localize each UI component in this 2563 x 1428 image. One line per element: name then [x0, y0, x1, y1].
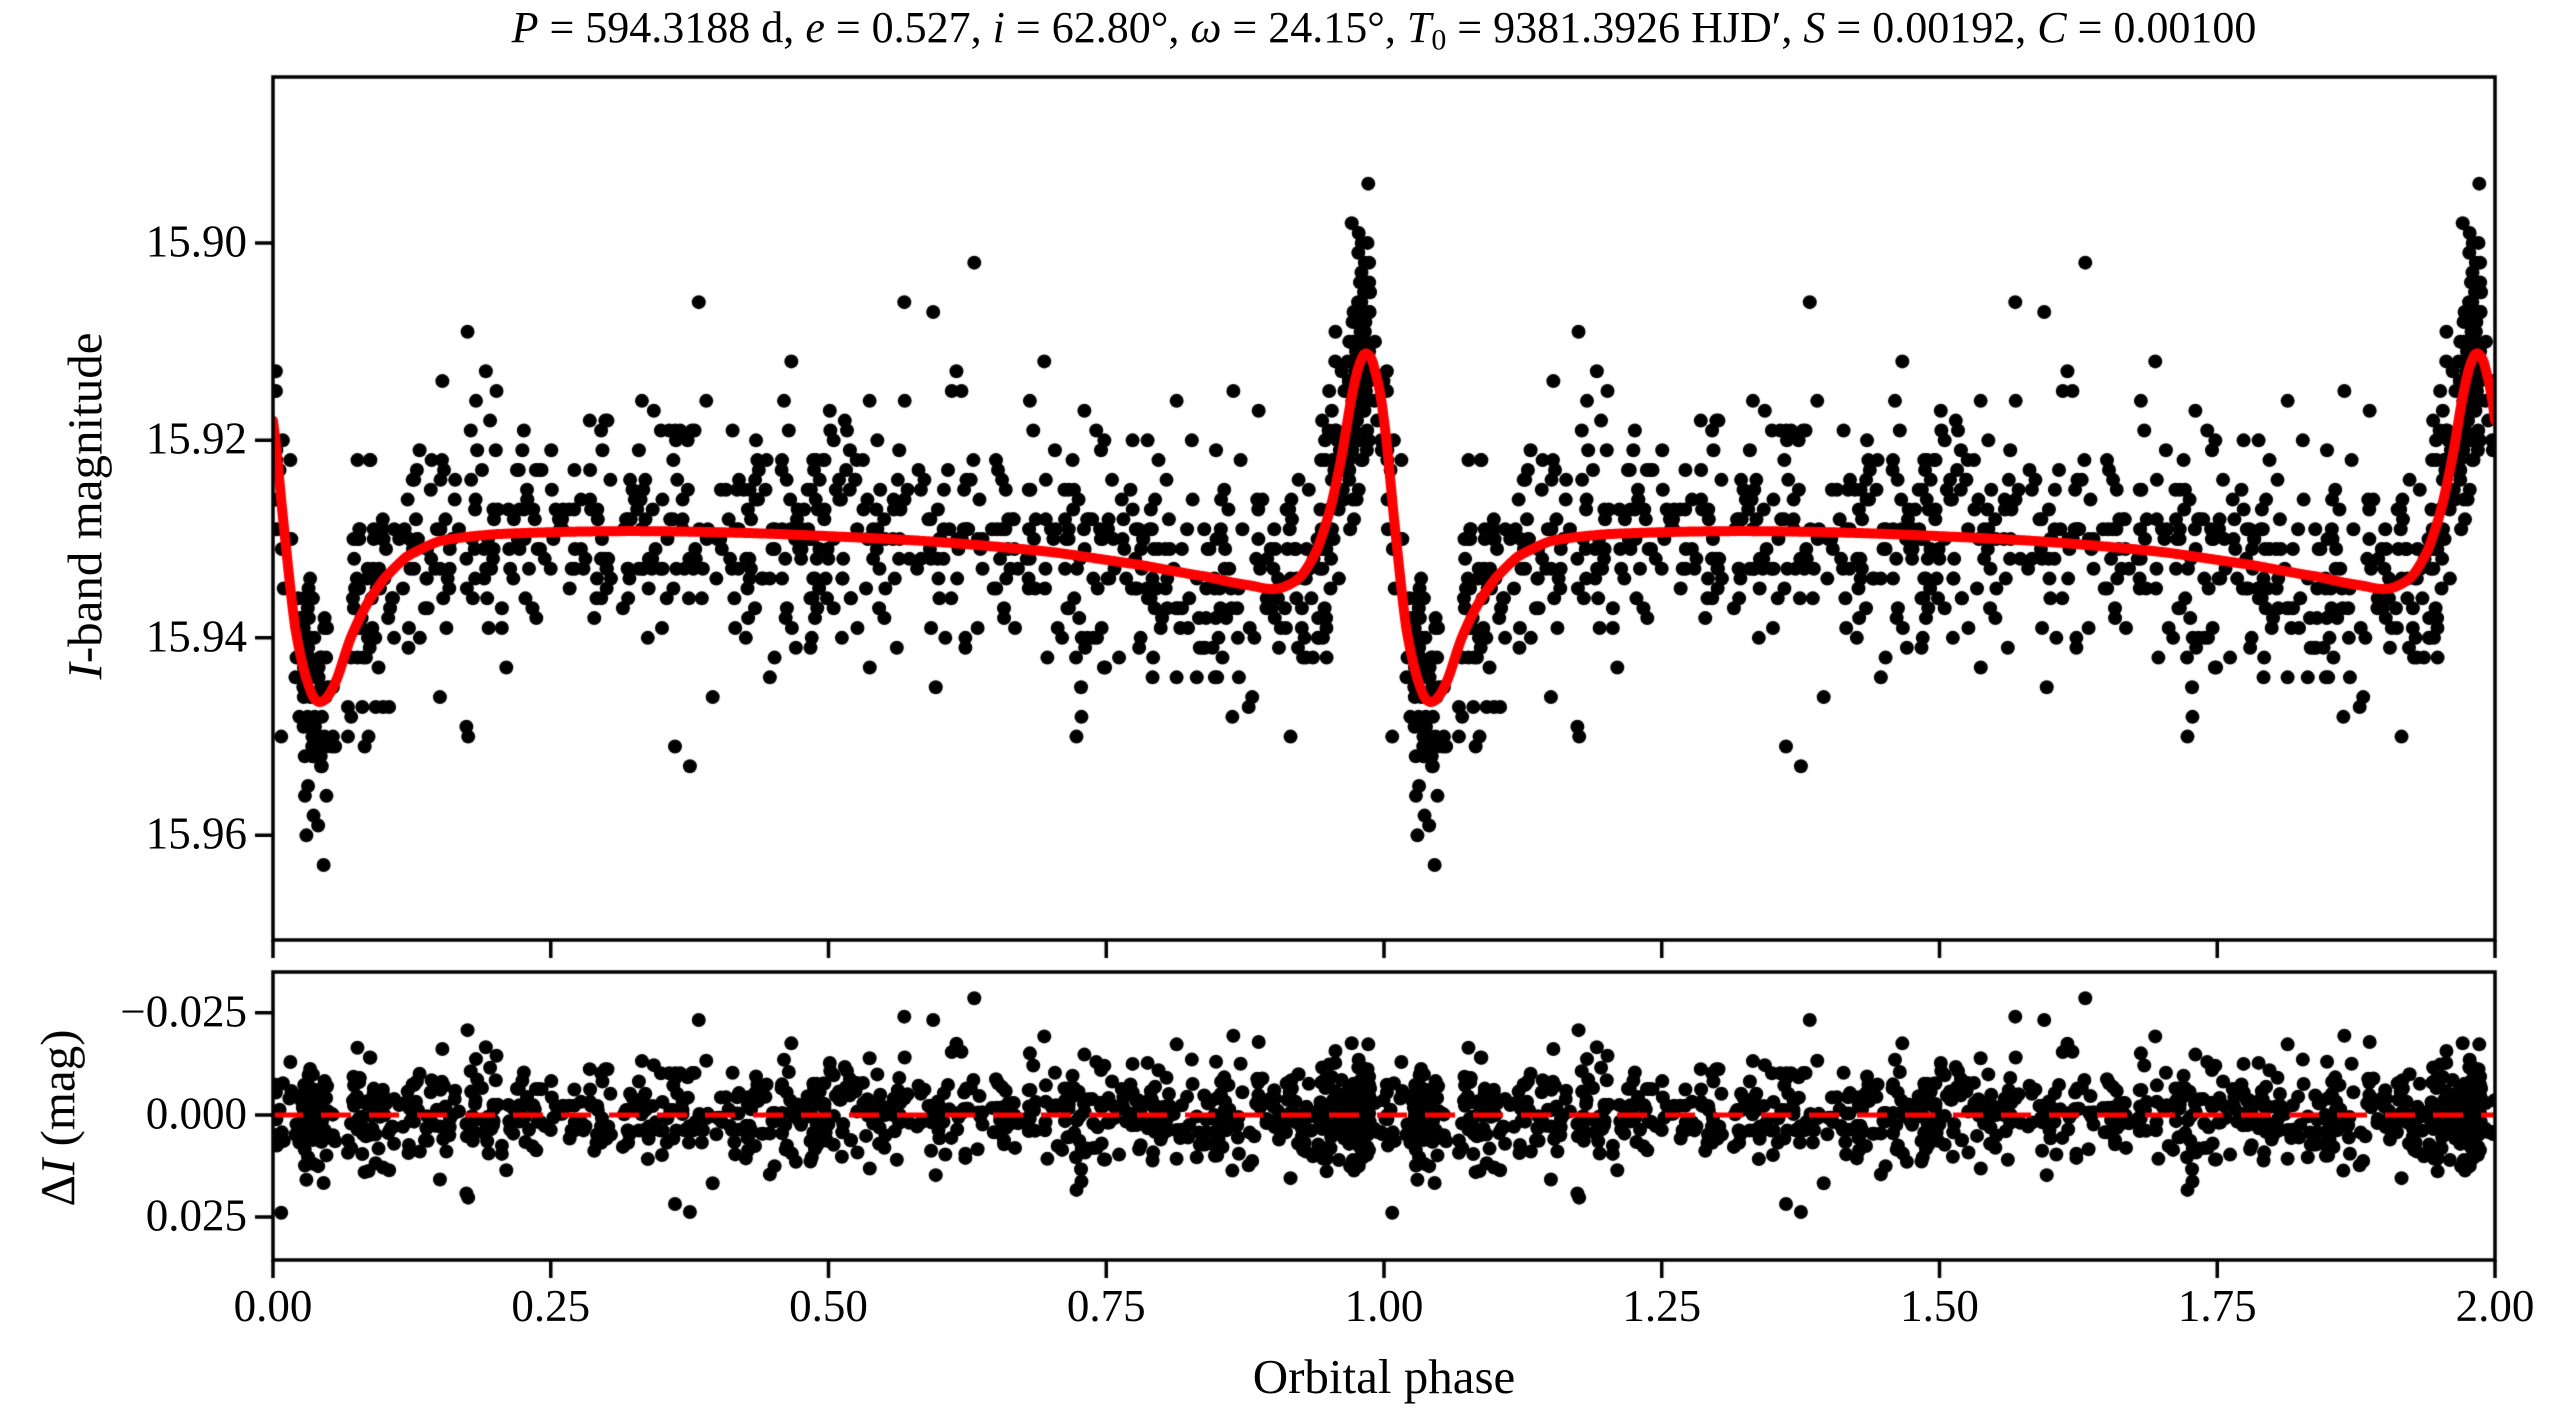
residual-y-tick-label-0.025: 0.025	[145, 1190, 247, 1241]
text-segment: e	[805, 3, 825, 52]
text-segment: (mag)	[30, 1029, 86, 1159]
text-segment: Δ	[30, 1175, 86, 1207]
y-tick-label-15.92: 15.92	[145, 413, 247, 464]
text-segment: = 0.00100	[2066, 3, 2257, 52]
text-segment: ω	[1190, 3, 1222, 52]
x-tick-label-0.75: 0.75	[1066, 1281, 1146, 1331]
x-tick-label-0.25: 0.25	[511, 1281, 591, 1331]
text-segment: = 0.527,	[824, 3, 993, 52]
x-tick-label-1.75: 1.75	[2177, 1281, 2257, 1331]
y-tick-label-15.94: 15.94	[145, 611, 247, 662]
y-tick-label-15.90: 15.90	[145, 216, 247, 267]
text-segment: = 24.15°,	[1221, 3, 1407, 52]
text-segment: S	[1803, 3, 1826, 52]
text-segment: 0	[1431, 23, 1447, 57]
text-segment: = 9381.3926 HJD′,	[1446, 3, 1804, 52]
text-segment: -band magnitude	[57, 332, 113, 664]
text-segment: = 0.00192,	[1825, 3, 2038, 52]
y-axis-label-magnitude: I-band magnitude	[57, 332, 113, 680]
text-segment: I	[30, 1158, 86, 1176]
x-tick-label-1.25: 1.25	[1622, 1281, 1702, 1331]
x-tick-label-1.00: 1.00	[1344, 1281, 1424, 1331]
x-tick-label-2.00: 2.00	[2455, 1281, 2535, 1331]
y-axis-label-residual: ΔI (mag)	[30, 1029, 86, 1207]
text-segment: I	[57, 663, 113, 680]
text-segment: = 594.3188 d,	[538, 3, 806, 52]
residual-y-tick-label-−0.025: −0.025	[120, 986, 247, 1037]
x-tick-label-0.00: 0.00	[233, 1281, 313, 1331]
residual-y-tick-label-0.000: 0.000	[145, 1088, 247, 1139]
text-segment: = 62.80°,	[1004, 3, 1191, 52]
x-tick-label-0.50: 0.50	[789, 1281, 868, 1331]
text-segment: P	[511, 3, 539, 52]
y-tick-label-15.96: 15.96	[145, 808, 247, 859]
x-tick-label-1.50: 1.50	[1900, 1281, 1979, 1331]
text-segment: C	[2037, 3, 2067, 52]
x-axis-label: Orbital phase	[1252, 1349, 1516, 1404]
chart-title: P = 594.3188 d, e = 0.527, i = 62.80°, ω…	[511, 3, 2257, 57]
text-segment: i	[992, 3, 1005, 52]
text-segment: T	[1406, 3, 1432, 52]
